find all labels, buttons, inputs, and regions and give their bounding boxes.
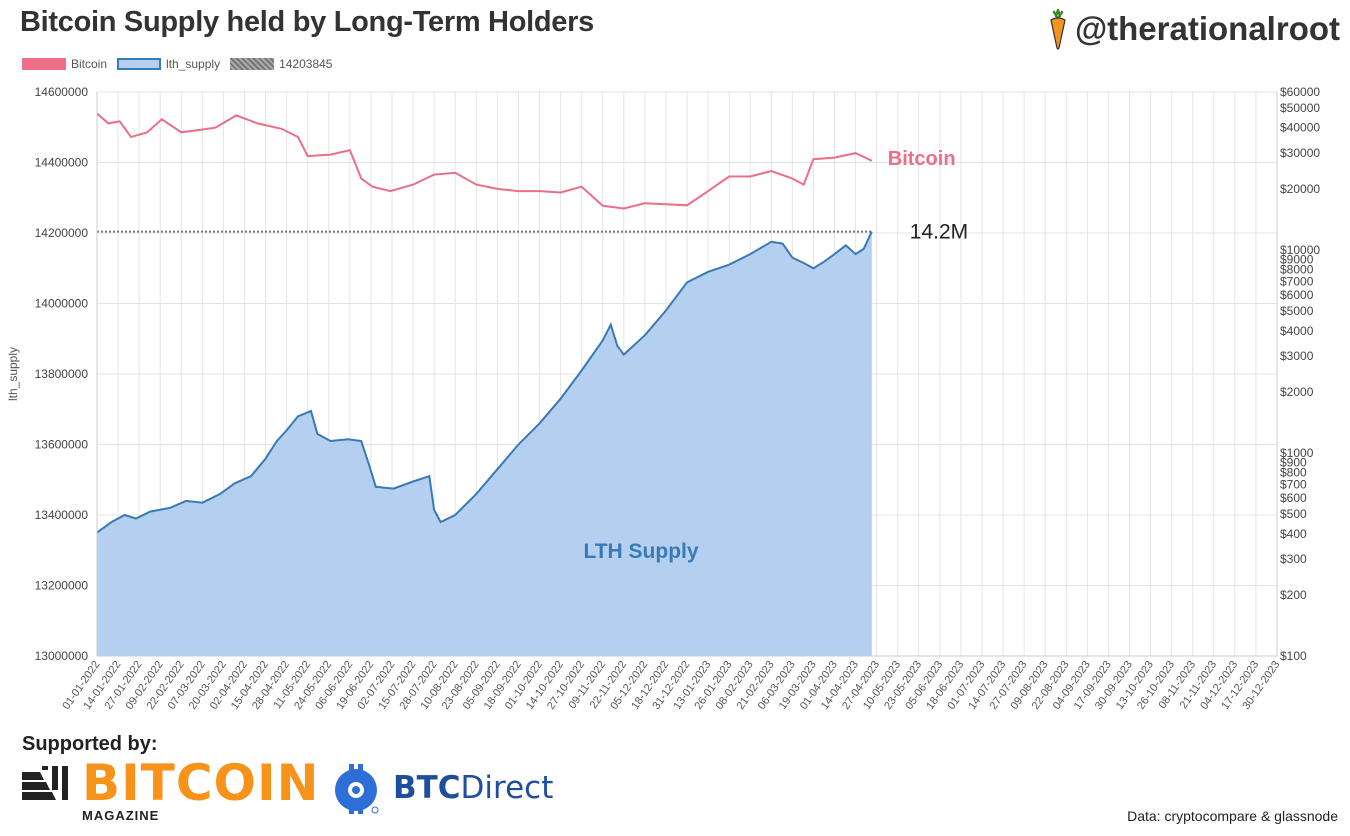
- y-tick-label-right: $60000: [1280, 85, 1320, 99]
- y-tick-label-right: $900: [1280, 455, 1307, 469]
- bitcoin-magazine-subtitle: MAGAZINE: [82, 808, 160, 823]
- data-source: Data: cryptocompare & glassnode: [1127, 808, 1338, 824]
- chart-area: 01-01-202214-01-202227-01-202209-02-2022…: [6, 85, 1320, 712]
- legend-label-reference: 14203845: [279, 57, 333, 71]
- bitcoin-series-label: Bitcoin: [888, 148, 956, 170]
- bitcoin-magazine-wordmark: BITCOIN: [82, 754, 320, 812]
- y-tick-label-right: $30000: [1280, 146, 1320, 160]
- legend-swatch-lth-supply: [117, 58, 162, 70]
- y-tick-label-left: 13000000: [35, 649, 89, 663]
- lth-supply-area: [96, 231, 873, 656]
- y-tick-label-right: $9000: [1280, 252, 1314, 266]
- legend-label-lth-supply: lth_supply: [166, 57, 221, 71]
- legend-swatch-reference: [230, 58, 275, 70]
- btc-direct-mark-icon: [335, 764, 379, 814]
- handle-text: @therationalroot: [1074, 10, 1340, 47]
- bitcoin-price-line: [96, 112, 873, 210]
- y-tick-label-right: $10000: [1280, 243, 1320, 257]
- y-tick-label-left: 13800000: [35, 367, 89, 381]
- bitcoin-magazine-logo[interactable]: BITCOIN MAGAZINE: [22, 754, 320, 823]
- bitcoin-line: [96, 112, 873, 210]
- legend-item-bitcoin[interactable]: Bitcoin: [22, 57, 107, 71]
- annotations: 14.2M Bitcoin LTH Supply: [583, 148, 968, 563]
- y-tick-label-left: 14000000: [35, 297, 89, 311]
- y-tick-label-right: $3000: [1280, 349, 1314, 363]
- y-tick-label-left: 13600000: [35, 438, 89, 452]
- y-tick-label-right: $100: [1280, 649, 1307, 663]
- y-tick-label-right: $300: [1280, 552, 1307, 566]
- y-tick-label-right: $800: [1280, 466, 1307, 480]
- y-tick-label-right: $7000: [1280, 274, 1314, 288]
- y-tick-label-right: $20000: [1280, 182, 1320, 196]
- legend-item-reference[interactable]: 14203845: [230, 57, 332, 71]
- author-handle: @therationalroot: [1047, 8, 1340, 50]
- legend-label-bitcoin: Bitcoin: [71, 57, 108, 71]
- supported-by-label: Supported by:: [22, 733, 158, 755]
- y-axis-title: lth_supply: [6, 347, 20, 401]
- btc-direct-wordmark: BTCDirect: [393, 770, 554, 806]
- y-tick-label-left: 14600000: [35, 85, 89, 99]
- y-tick-label-right: $50000: [1280, 101, 1320, 115]
- y-tick-label-left: 14400000: [35, 156, 89, 170]
- y-tick-label-left: 13400000: [35, 508, 89, 522]
- y-tick-label-left: 14200000: [35, 226, 89, 240]
- y-tick-label-right: $600: [1280, 491, 1307, 505]
- btc-direct-logo[interactable]: BTCDirect: [333, 762, 553, 814]
- carrot-icon: [1050, 8, 1066, 50]
- y-tick-label-right: $4000: [1280, 324, 1314, 338]
- y-tick-label-right: $1000: [1280, 446, 1314, 460]
- y-tick-label-right: $2000: [1280, 385, 1314, 399]
- lth-supply-line: [96, 231, 873, 534]
- legend-item-lth-supply[interactable]: lth_supply: [117, 57, 220, 71]
- lth-supply-series-label: LTH Supply: [583, 540, 698, 563]
- y-tick-label-right: $5000: [1280, 304, 1314, 318]
- lth-supply-fill: [97, 231, 872, 656]
- y-tick-label-right: $500: [1280, 507, 1307, 521]
- y-tick-label-left: 13200000: [35, 579, 89, 593]
- y-tick-label-right: $40000: [1280, 121, 1320, 135]
- legend-swatch-bitcoin: [22, 58, 66, 70]
- reference-label: 14.2M: [910, 221, 968, 244]
- y-tick-label-right: $700: [1280, 477, 1307, 491]
- y-tick-label-right: $8000: [1280, 263, 1314, 277]
- y-tick-label-right: $6000: [1280, 288, 1314, 302]
- bitcoin-magazine-mark-icon: [22, 766, 68, 800]
- y-tick-label-right: $400: [1280, 527, 1307, 541]
- y-tick-label-right: $200: [1280, 588, 1307, 602]
- legend: Bitcoin lth_supply 14203845: [22, 57, 332, 71]
- chart-title: Bitcoin Supply held by Long-Term Holders: [20, 6, 594, 38]
